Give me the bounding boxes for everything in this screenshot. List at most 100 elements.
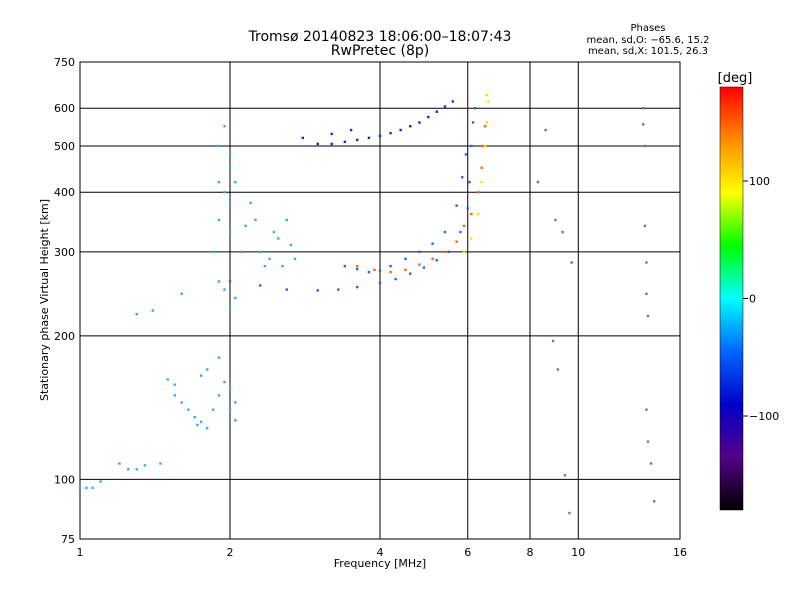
data-point	[378, 269, 382, 272]
data-point	[205, 368, 209, 371]
data-point	[272, 230, 276, 234]
data-point	[483, 144, 487, 148]
data-point	[477, 212, 480, 216]
data-point	[355, 285, 359, 289]
data-point	[217, 144, 221, 148]
data-point	[466, 207, 469, 210]
data-point	[473, 107, 477, 110]
data-point	[554, 218, 557, 222]
data-point	[199, 420, 203, 424]
data-point	[563, 474, 567, 477]
data-point	[316, 289, 319, 292]
data-point	[223, 380, 226, 384]
data-point	[646, 440, 650, 443]
data-point	[464, 153, 468, 156]
data-point	[249, 201, 252, 205]
data-point	[389, 131, 392, 135]
x-axis-label: Frequency [MHz]	[334, 557, 426, 570]
data-point	[301, 136, 305, 140]
data-point	[378, 134, 382, 138]
data-point	[643, 224, 647, 228]
data-point	[551, 339, 555, 343]
data-point	[404, 257, 407, 261]
data-point	[330, 142, 333, 146]
gridlines	[80, 62, 680, 539]
data-point	[228, 201, 232, 205]
x-tick-label: 1	[77, 546, 84, 559]
data-point	[268, 257, 271, 261]
data-point	[228, 305, 232, 309]
data-point	[234, 419, 237, 422]
data-point	[239, 250, 242, 254]
data-point	[645, 261, 648, 264]
colorbar-label: [deg]	[718, 71, 753, 86]
data-point	[180, 292, 183, 295]
data-point	[223, 288, 226, 291]
data-point	[211, 408, 215, 411]
data-point	[193, 416, 197, 419]
data-point	[468, 180, 471, 184]
data-point	[394, 277, 397, 281]
data-point	[99, 480, 102, 483]
data-point	[461, 176, 464, 179]
data-point	[91, 486, 94, 490]
data-point	[642, 107, 645, 110]
data-point	[435, 110, 438, 113]
data-point	[263, 264, 267, 268]
colorbar-ticks: 100 0 −100	[743, 175, 779, 423]
data-point	[431, 257, 434, 261]
data-point	[355, 267, 359, 271]
data-point	[349, 128, 353, 132]
data-point	[259, 250, 262, 254]
data-point	[159, 462, 162, 465]
data-point	[418, 121, 421, 124]
data-point	[462, 224, 466, 228]
data-point	[228, 166, 232, 170]
data-point	[217, 280, 221, 283]
data-point	[234, 296, 237, 300]
data-point	[389, 264, 392, 268]
y-tick-label: 75	[61, 533, 75, 546]
data-point	[435, 259, 438, 262]
data-point	[422, 266, 426, 269]
x-tick-label: 10	[571, 546, 585, 559]
data-point	[343, 140, 347, 144]
legend-line-o: mean, sd,O: −65.6, 15.2	[587, 35, 710, 46]
y-axis-label: Stationary phase Virtual Height [km]	[38, 199, 51, 401]
data-point	[196, 423, 199, 427]
y-tick-label: 200	[54, 330, 75, 343]
data-point	[228, 408, 232, 411]
data-point	[78, 486, 82, 490]
chart-title: Tromsø 20140823 18:06:00–18:07:43	[248, 29, 512, 45]
data-point	[135, 312, 138, 316]
data-point	[470, 237, 473, 240]
data-point	[337, 288, 340, 291]
data-point	[217, 394, 221, 397]
data-point	[443, 230, 447, 234]
x-tick-label: 6	[464, 546, 471, 559]
data-point	[418, 263, 421, 266]
data-point	[459, 230, 462, 234]
legend-line-x: mean, sd,X: 101.5, 26.3	[588, 46, 708, 57]
data-point	[259, 284, 262, 287]
data-point	[642, 123, 645, 126]
data-point	[223, 191, 226, 194]
data-point	[645, 408, 648, 411]
y-axis-ticks: 75 100 200 300 400 500 600 750	[54, 56, 75, 546]
data-point	[127, 468, 130, 471]
data-point	[409, 272, 412, 275]
data-point	[455, 240, 458, 243]
data-point	[281, 264, 284, 268]
data-point	[217, 180, 221, 184]
data-point	[568, 511, 571, 515]
colorbar-tick-label: 0	[749, 293, 756, 306]
data-point	[485, 121, 488, 124]
data-point	[355, 264, 359, 268]
colorbar-tick-label: 100	[749, 175, 770, 188]
data-point	[254, 218, 257, 222]
data-point	[355, 138, 359, 142]
data-point	[649, 462, 653, 465]
data-point	[643, 144, 647, 148]
data-point	[462, 250, 466, 254]
